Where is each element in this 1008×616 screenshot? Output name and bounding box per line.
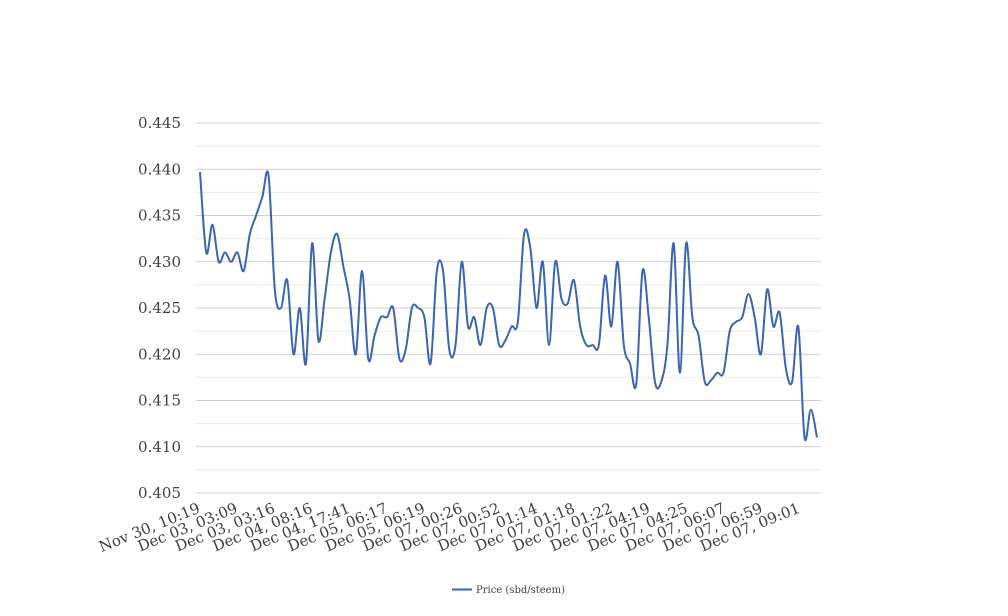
y-tick-label: 0.435 [138,207,181,225]
y-axis-tick-labels: 0.405 0.410 0.415 0.420 0.425 0.430 0.435 0.440… [138,114,181,502]
gridlines [196,122,821,494]
y-tick-label: 0.425 [138,299,181,317]
y-tick-label: 0.445 [138,114,181,132]
legend: Price (sbd/steem) [452,585,565,596]
y-tick-label: 0.430 [138,253,181,271]
y-tick-label: 0.405 [138,484,181,502]
series-line [199,170,818,442]
y-tick-label: 0.420 [138,345,181,363]
y-tick-label: 0.440 [138,160,181,178]
y-tick-label: 0.415 [138,392,181,410]
series-layer [199,170,818,442]
legend-label: Price (sbd/steem) [476,585,565,596]
y-tick-label: 0.410 [138,438,181,456]
